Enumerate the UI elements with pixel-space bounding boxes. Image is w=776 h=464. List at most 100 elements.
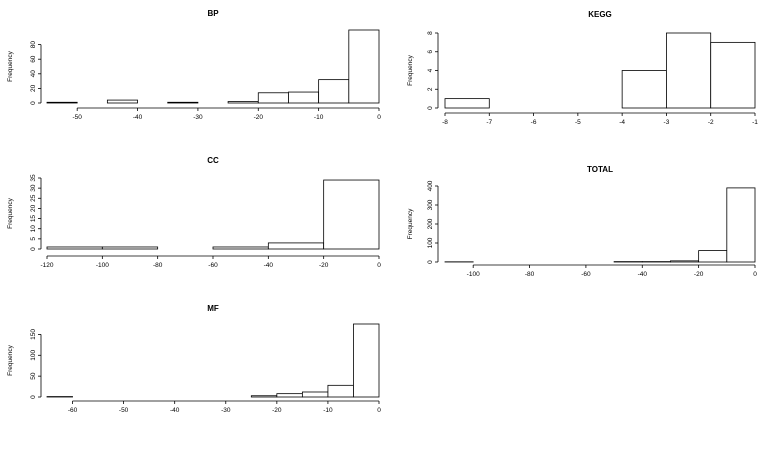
x-tick-label-total-4: -20	[694, 271, 704, 278]
panel-total: TOTAL Frequency -100 -80 -60 -40 -20 0 0 100 200 30…	[407, 165, 757, 278]
bar-bp-0	[46, 101, 78, 104]
bar-bp-6	[227, 101, 259, 104]
y-tick-label-cc-2: 10	[30, 225, 37, 233]
x-tick-label-cc-3: -60	[208, 262, 218, 269]
x-tick-label-cc-0: -120	[40, 262, 53, 269]
bar-cc-0	[46, 246, 103, 250]
bar-mf-8	[250, 395, 278, 398]
x-tick-label-total-0: -100	[467, 271, 480, 278]
x-tick-label-cc-1: -100	[96, 262, 109, 269]
x-tick-label-mf-0: -60	[68, 407, 78, 414]
y-tick-label-mf-0: 0	[30, 395, 37, 399]
y-axis-label-cc: Frequency	[7, 197, 14, 228]
bar-bp-10	[348, 29, 380, 104]
x-tick-label-total-2: -60	[581, 271, 591, 278]
y-tick-label-total-0: 0	[427, 260, 434, 264]
x-tick-label-kegg-6: -2	[708, 119, 714, 126]
bar-total-10	[726, 187, 756, 263]
y-tick-label-bp-0: 0	[30, 101, 37, 105]
y-tick-label-cc-4: 20	[30, 204, 37, 212]
y-tick-label-kegg-3: 6	[427, 50, 434, 54]
x-tick-label-cc-4: -40	[264, 262, 274, 269]
y-tick-label-kegg-4: 8	[427, 31, 434, 35]
bar-bp-8	[288, 91, 320, 104]
y-tick-label-kegg-0: 0	[427, 106, 434, 110]
y-tick-label-total-1: 100	[427, 237, 434, 248]
y-tick-label-cc-7: 35	[30, 174, 37, 182]
bar-bp-4	[167, 101, 199, 104]
panel-kegg: KEGG Frequency -8 -7 -6 -5 -4 -3 -2 -1 0 2 4 6 8	[407, 10, 758, 126]
x-tick-label-bp-3: -20	[254, 114, 264, 121]
x-tick-label-mf-2: -40	[170, 407, 180, 414]
bar-mf-11	[327, 384, 354, 398]
x-tick-label-bp-4: -10	[314, 114, 324, 121]
x-tick-label-kegg-5: -3	[664, 119, 670, 126]
x-tick-label-cc-5: -20	[319, 262, 329, 269]
x-tick-label-bp-0: -50	[72, 114, 82, 121]
x-tick-label-mf-1: -50	[119, 407, 129, 414]
y-tick-label-cc-1: 5	[30, 237, 37, 241]
y-tick-label-kegg-2: 4	[427, 68, 434, 72]
x-tick-label-bp-2: -30	[193, 114, 203, 121]
panel-mf: MF Frequency -60 -50 -40 -30 -20 -10 0 0 50 100 150	[7, 304, 381, 414]
y-tick-label-mf-1: 50	[30, 372, 37, 380]
y-axis-label-kegg: Frequency	[407, 54, 414, 85]
bar-kegg-5	[666, 32, 712, 109]
chart-title-kegg: KEGG	[588, 10, 612, 19]
panel-bp: BP Frequency -50 -40 -30 -20 -10 0 0 20 40 60 80	[7, 9, 381, 121]
y-tick-label-cc-5: 25	[30, 194, 37, 202]
bar-cc-5	[323, 179, 380, 250]
bar-cc-3	[212, 246, 269, 250]
y-axis-label-bp: Frequency	[7, 50, 14, 81]
bar-bp-9	[318, 79, 350, 104]
chart-title-total: TOTAL	[587, 165, 613, 174]
x-tick-label-bp-1: -40	[133, 114, 143, 121]
bar-bp-2	[106, 99, 138, 104]
y-tick-label-total-2: 200	[427, 218, 434, 229]
bar-mf-12	[353, 323, 380, 398]
x-tick-label-mf-3: -30	[221, 407, 231, 414]
bar-cc-1	[101, 246, 159, 250]
bar-mf-9	[276, 393, 303, 398]
x-tick-label-total-5: 0	[753, 271, 757, 278]
y-tick-label-total-3: 300	[427, 199, 434, 210]
y-tick-label-total-4: 400	[427, 180, 434, 191]
x-tick-label-kegg-7: -1	[752, 119, 758, 126]
y-tick-label-bp-1: 20	[30, 84, 37, 92]
chart-title-bp: BP	[207, 9, 219, 18]
bar-total-9	[698, 250, 728, 263]
x-tick-label-kegg-3: -5	[575, 119, 581, 126]
bar-kegg-0	[444, 98, 490, 109]
bar-cc-4	[267, 242, 325, 250]
x-tick-label-mf-5: -10	[323, 407, 333, 414]
panel-cc: CC Frequency -120 -100 -80 -60 -40 -20 0 0 5 10 15 20…	[7, 156, 381, 269]
y-tick-label-bp-4: 80	[30, 41, 37, 49]
y-tick-label-bp-2: 40	[30, 70, 37, 78]
y-tick-label-mf-2: 100	[30, 349, 37, 360]
y-axis-label-mf: Frequency	[7, 344, 14, 375]
x-tick-label-kegg-2: -6	[531, 119, 537, 126]
y-tick-label-kegg-1: 2	[427, 87, 434, 91]
x-tick-label-total-3: -40	[638, 271, 648, 278]
y-tick-label-cc-0: 0	[30, 247, 37, 251]
chart-title-cc: CC	[207, 156, 219, 165]
x-tick-label-kegg-1: -7	[486, 119, 492, 126]
x-tick-label-mf-4: -20	[272, 407, 282, 414]
x-tick-label-cc-2: -80	[153, 262, 163, 269]
bar-bp-7	[257, 92, 289, 104]
y-tick-label-cc-3: 15	[30, 215, 37, 223]
x-tick-label-cc-6: 0	[377, 262, 381, 269]
x-tick-label-bp-5: 0	[377, 114, 381, 121]
bar-kegg-6	[710, 41, 756, 109]
x-tick-label-mf-6: 0	[377, 407, 381, 414]
x-tick-label-total-1: -80	[525, 271, 535, 278]
y-tick-label-mf-3: 150	[30, 329, 37, 340]
x-tick-label-kegg-4: -4	[619, 119, 625, 126]
bar-total-8	[670, 260, 700, 263]
bar-mf-10	[301, 391, 329, 398]
chart-title-mf: MF	[207, 304, 219, 313]
x-tick-label-kegg-0: -8	[442, 119, 448, 126]
y-axis-label-total: Frequency	[407, 208, 414, 239]
y-tick-label-bp-3: 60	[30, 55, 37, 63]
